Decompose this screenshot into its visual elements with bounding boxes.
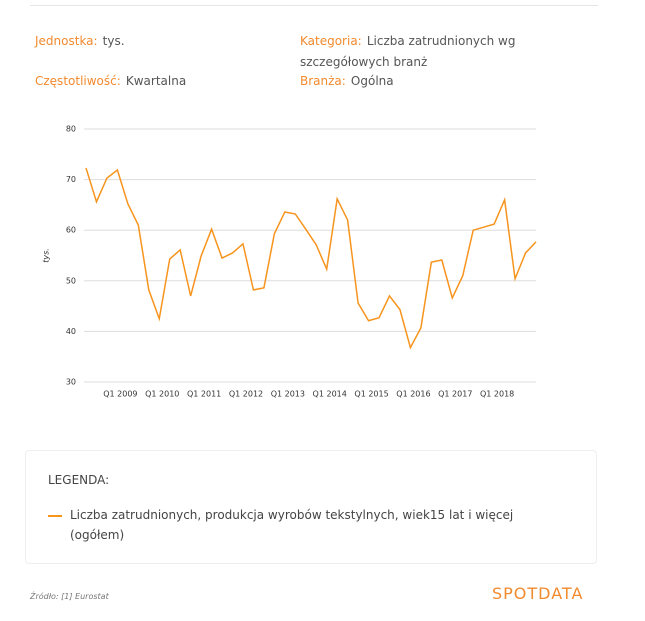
legend-entry: Liczba zatrudnionych, produkcja wyrobów … xyxy=(70,508,514,542)
logo: SPOTDATA xyxy=(492,584,584,603)
label: Branża: xyxy=(300,74,346,88)
frequency-row: Częstotliwość: Kwartalna xyxy=(35,70,186,89)
x-tick-label: Q1 2010 xyxy=(145,390,179,399)
source: Źródło: [1] Eurostat xyxy=(30,592,109,601)
x-tick-label: Q1 2016 xyxy=(396,390,430,399)
legend-title: LEGENDA: xyxy=(48,473,110,487)
chart: 30 40 50 60 70 80 tys. Q1 2009 Q1 2010 Q1 2011 Q1 … xyxy=(42,125,537,399)
legend-box: LEGENDA: Liczba zatrudnionych, produkcja… xyxy=(25,450,597,564)
category-row: Kategoria: Liczba zatrudnionych wg szcze… xyxy=(300,30,550,72)
value: Ogólna xyxy=(350,74,394,88)
y-tick-label: 30 xyxy=(66,378,76,387)
x-tick-label: Q1 2011 xyxy=(187,390,221,399)
label: Jednostka: xyxy=(35,34,98,48)
x-tick-label: Q1 2009 xyxy=(103,390,137,399)
top-rule xyxy=(30,5,598,6)
x-tick-label: Q1 2018 xyxy=(480,390,514,399)
y-axis-label: tys. xyxy=(42,248,51,263)
branch-row: Branża: Ogólna xyxy=(300,70,394,89)
y-tick-label: 70 xyxy=(66,175,76,184)
x-tick-label: Q1 2014 xyxy=(313,390,347,399)
value: tys. xyxy=(102,34,125,48)
x-tick-label: Q1 2012 xyxy=(229,390,263,399)
y-tick-label: 60 xyxy=(66,226,76,235)
y-tick-label: 80 xyxy=(66,125,76,134)
unit-row: Jednostka: tys. xyxy=(35,30,125,49)
legend-swatch xyxy=(48,515,62,517)
x-tick-label: Q1 2015 xyxy=(354,390,388,399)
label: Kategoria: xyxy=(300,34,362,48)
label: Częstotliwość: xyxy=(35,74,121,88)
value: Liczba zatrudnionych wg szczegółowych br… xyxy=(300,34,516,69)
series-line xyxy=(85,167,537,350)
y-tick-label: 50 xyxy=(66,276,76,285)
y-tick-label: 40 xyxy=(66,327,76,336)
x-tick-label: Q1 2013 xyxy=(271,390,305,399)
value: Kwartalna xyxy=(125,74,187,88)
x-tick-label: Q1 2017 xyxy=(438,390,472,399)
